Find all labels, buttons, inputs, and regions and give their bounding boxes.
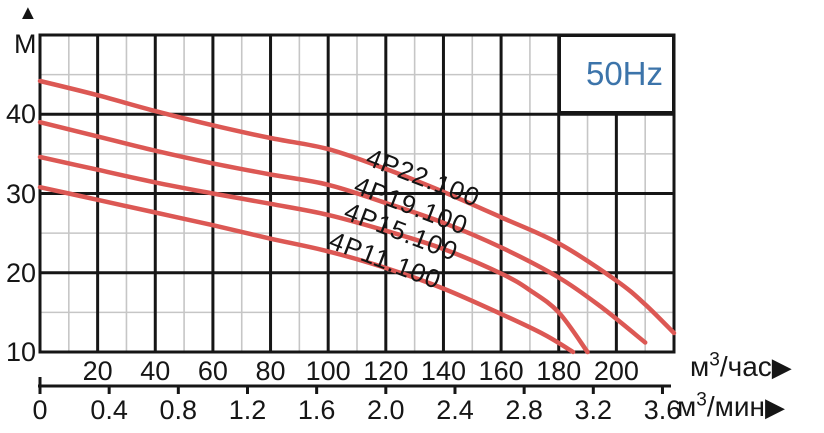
- frequency-label: 50Hz: [585, 55, 664, 92]
- y-tick-label: 30: [5, 178, 36, 209]
- x-min-tick-label: 2.4: [436, 395, 474, 425]
- y-tick-label: 40: [5, 99, 36, 130]
- x-hour-tick-label: 100: [305, 356, 351, 386]
- x-axis-min-unit-label: м3/мин▶: [677, 390, 785, 424]
- curve-4P22.100: [37, 78, 677, 336]
- y-tick-label: 10: [5, 337, 36, 367]
- x-min-tick-label: 0.4: [90, 395, 128, 425]
- curve-4P19.100: [37, 119, 648, 345]
- y-tick-label: 20: [5, 257, 36, 288]
- x-hour-tick-label: 200: [593, 356, 639, 386]
- min-unit-text: м3/мин: [677, 389, 765, 422]
- frequency-badge: 50Hz: [558, 34, 675, 114]
- x-hour-tick-label: 180: [536, 356, 582, 386]
- x-axis-hour-unit-label: м3/час▶: [690, 350, 792, 384]
- x-min-tick-label: 1.6: [297, 395, 336, 425]
- hour-axis-right-arrow-icon: ▶: [771, 354, 792, 382]
- x-hour-tick-label: 20: [82, 356, 113, 386]
- x-hour-tick-label: 80: [255, 356, 286, 386]
- x-hour-tick-label: 40: [140, 356, 171, 386]
- hour-unit-text: м3/час: [690, 349, 772, 382]
- min-axis-right-arrow-icon: ▶: [764, 394, 785, 422]
- x-min-tick-label: 3.2: [574, 395, 613, 425]
- x-min-tick-label: 1.2: [228, 395, 267, 425]
- y-axis-up-arrow-icon: ▲: [18, 2, 38, 24]
- x-min-tick-label: 3.6: [643, 395, 682, 425]
- x-hour-tick-label: 120: [363, 356, 409, 386]
- y-axis-unit-label: М: [14, 29, 37, 59]
- x-min-tick-label: 2.0: [367, 395, 405, 425]
- x-min-tick-label: 0.8: [159, 395, 198, 425]
- x-min-tick-label: 2.8: [505, 395, 543, 425]
- curve-4P11.100: [37, 184, 576, 355]
- x-hour-tick-label: 160: [478, 356, 524, 386]
- x-hour-tick-label: 60: [197, 356, 228, 386]
- x-hour-tick-label: 140: [420, 356, 466, 386]
- x-min-tick-label: 0: [32, 395, 48, 425]
- curve-4P15.100: [37, 154, 590, 355]
